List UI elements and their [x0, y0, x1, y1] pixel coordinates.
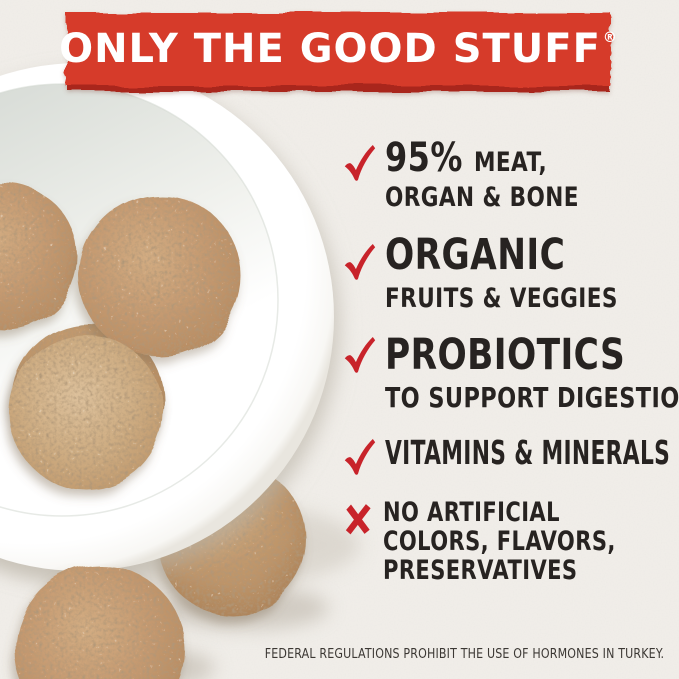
banner-title: ONLY THE GOOD STUFF [59, 26, 601, 72]
patty-left [0, 184, 78, 330]
banner-ribbon [66, 13, 611, 91]
benefit-headline: VITAMINS & MINERALS [385, 433, 671, 472]
checklist-item-no-artificial: NO ARTIFICIAL COLORS, FLAVORS, PRESERVAT… [344, 498, 679, 585]
check-icon [344, 336, 376, 373]
benefit-headline: 95% [385, 135, 463, 181]
patty-front [15, 565, 215, 679]
checklist-item-probiotics: PROBIOTICS TO SUPPORT DIGESTION [343, 334, 679, 412]
benefit-subline: FRUITS & VEGGIES [385, 283, 618, 314]
benefit-line: NO ARTIFICIAL [383, 497, 560, 528]
check-icon [344, 243, 376, 280]
patty-lower-left [9, 335, 163, 489]
benefit-subline: TO SUPPORT DIGESTION [385, 381, 679, 414]
checklist-item-meat: 95% MEAT, ORGAN & BONE [343, 138, 627, 211]
check-icon [344, 438, 376, 475]
disclaimer-text: FEDERAL REGULATIONS PROHIBIT THE USE OF … [264, 646, 664, 662]
x-icon [345, 504, 371, 535]
patty-center [79, 195, 241, 357]
benefit-headline: PROBIOTICS [385, 330, 626, 380]
benefit-subline: ORGAN & BONE [385, 182, 579, 213]
benefit-headline: ORGANIC [385, 230, 566, 280]
registered-trademark: ® [602, 30, 618, 46]
patties-in-bowl [0, 184, 241, 489]
benefit-line: PRESERVATIVES [383, 555, 578, 586]
benefit-line: COLORS, FLAVORS, [383, 526, 616, 557]
benefit-headline-side: MEAT, [474, 147, 548, 178]
check-icon [344, 144, 376, 181]
banner: ONLY THE GOOD STUFF ® [59, 11, 617, 87]
checklist-item-vitamins: VITAMINS & MINERALS [343, 436, 679, 476]
checklist-item-organic: ORGANIC FRUITS & VEGGIES [343, 234, 676, 312]
